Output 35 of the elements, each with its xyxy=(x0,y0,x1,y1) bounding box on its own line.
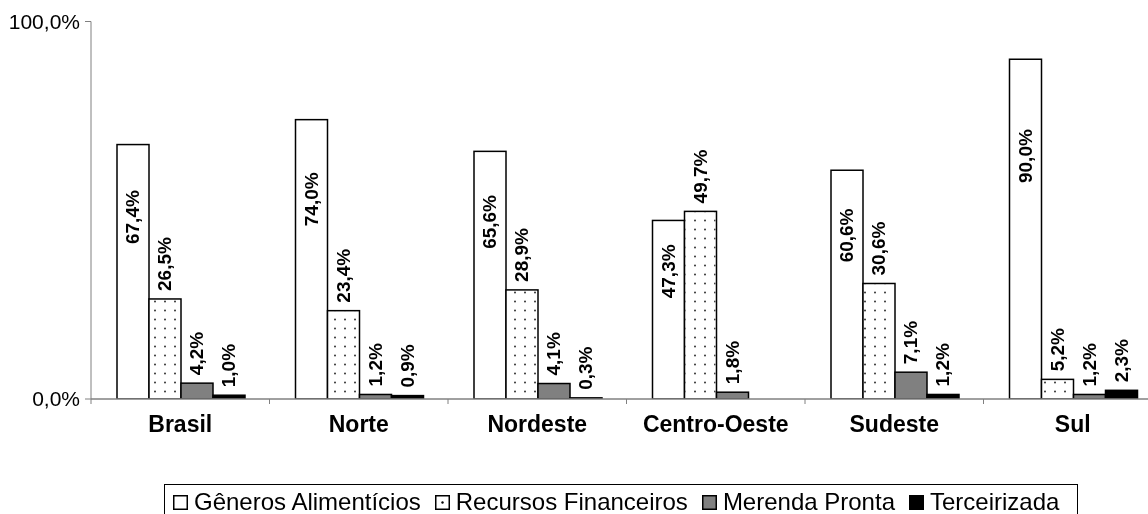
x-tick-label: Sudeste xyxy=(849,411,939,437)
data-label: 90,0% xyxy=(1015,129,1036,184)
legend-label: Terceirizada xyxy=(929,488,1060,514)
legend-label: Merenda Pronta xyxy=(722,488,895,514)
y-tick-label: 0,0% xyxy=(32,387,80,411)
data-label: 1,2% xyxy=(365,343,386,387)
data-label: 1,2% xyxy=(932,343,954,387)
data-label: 4,2% xyxy=(186,331,208,376)
data-label: 1,8% xyxy=(722,340,743,385)
data-label: 49,7% xyxy=(690,149,711,204)
data-label: 28,9% xyxy=(511,227,533,282)
x-tick-label: Centro-Oeste xyxy=(642,411,789,437)
data-label: 1,2% xyxy=(1079,343,1100,387)
data-label: 60,6% xyxy=(836,208,858,263)
data-label: 0,9% xyxy=(397,344,418,388)
data-label: 2,3% xyxy=(1111,338,1132,383)
data-label: 0,3% xyxy=(575,346,597,390)
data-label: 7,1% xyxy=(900,320,922,365)
y-tick-label: 100,0% xyxy=(8,9,80,33)
data-label: 47,3% xyxy=(658,244,679,299)
data-label: 4,1% xyxy=(543,332,565,376)
x-tick-label: Sul xyxy=(1054,411,1091,437)
data-label: 65,6% xyxy=(479,194,501,249)
data-label: 26,5% xyxy=(154,236,176,291)
data-label: 74,0% xyxy=(301,172,322,227)
legend-label: Recursos Financeiros xyxy=(455,488,688,514)
data-label: 1,0% xyxy=(218,343,240,388)
data-label: 5,2% xyxy=(1047,327,1068,372)
data-label: 30,6% xyxy=(868,221,890,276)
legend-label: Gêneros Alimentícios xyxy=(194,488,421,514)
data-label: 23,4% xyxy=(333,248,354,303)
x-tick-label: Norte xyxy=(328,411,389,437)
x-tick-label: Nordeste xyxy=(487,411,588,437)
data-label: 67,4% xyxy=(122,190,144,245)
x-tick-label: Brasil xyxy=(148,411,213,437)
